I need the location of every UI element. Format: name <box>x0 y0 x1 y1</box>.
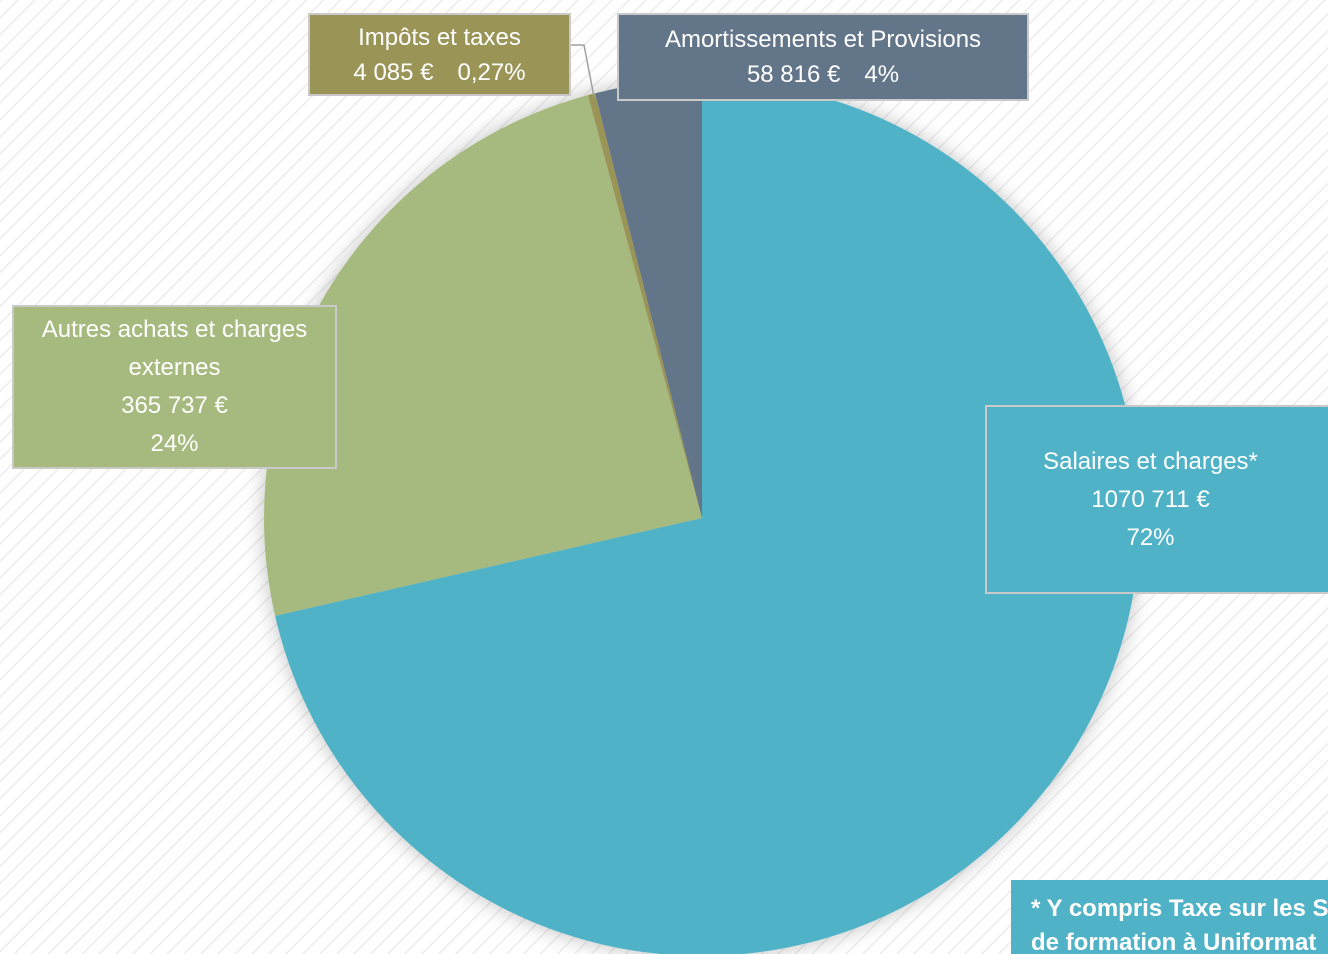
label-name: Autres achats et charges externes <box>41 316 308 381</box>
footnote: * Y compris Taxe sur les Sa de formation… <box>1011 880 1328 954</box>
pie-slice <box>595 80 702 518</box>
label-value: 4 085 € <box>353 58 434 86</box>
pie-slice <box>275 80 1140 954</box>
label-name: Impôts et taxes <box>358 23 521 51</box>
label-name: Salaires et charges* <box>1043 447 1258 475</box>
label-value: 1070 711 € <box>1091 485 1210 513</box>
data-label: Autres achats et charges externes 365 737… <box>12 305 337 469</box>
label-percent: 4% <box>864 61 900 88</box>
data-label: Salaires et charges* 1070 711 € 72% <box>985 405 1328 594</box>
footnote-line: * Y compris Taxe sur les Sa <box>1031 895 1328 922</box>
label-value: 58 816 € <box>746 61 841 88</box>
label-values: 4 085 € 0,27% <box>353 55 525 90</box>
label-percent: 24% <box>150 430 199 457</box>
data-label: Amortissements et Provisions 58 816 € 4% <box>617 13 1029 101</box>
data-label: Impôts et taxes 4 085 € 0,27% <box>308 13 571 96</box>
label-percent: 72% <box>1126 523 1175 551</box>
label-values: 58 816 € 4% <box>747 57 899 92</box>
label-name: Amortissements et Provisions <box>664 26 982 53</box>
footnote-line: de formation à Uniformat <box>1031 929 1317 954</box>
pie-slice <box>264 95 702 616</box>
label-value: 365 737 € <box>121 392 228 419</box>
pie-slice <box>587 93 702 518</box>
label-percent: 0,27% <box>457 58 526 86</box>
leader-line <box>571 44 595 98</box>
pie <box>264 80 1140 954</box>
